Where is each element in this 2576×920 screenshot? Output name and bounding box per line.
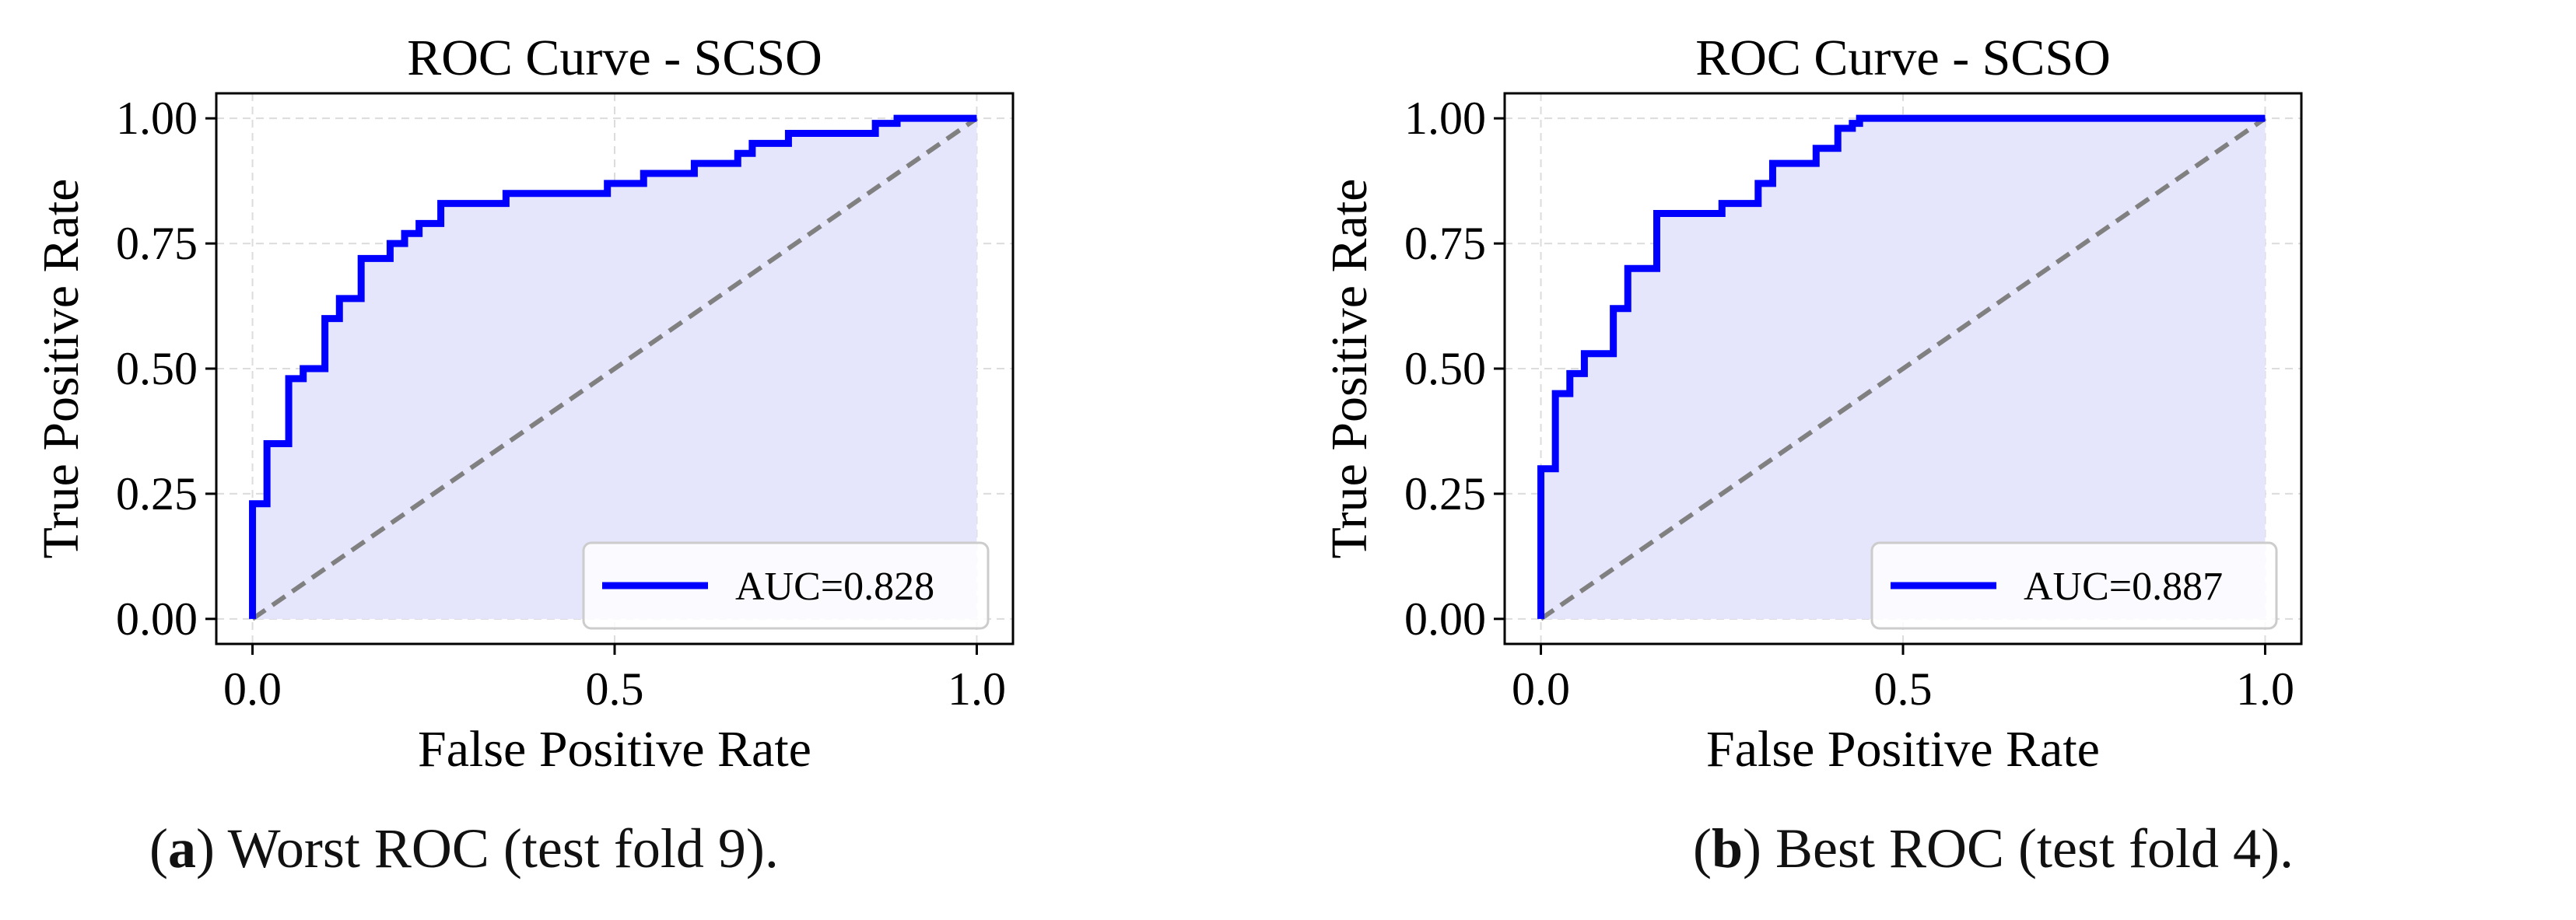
caption-b-letter: b	[1711, 817, 1744, 880]
y-axis-label: True Positive Rate	[1321, 179, 1378, 559]
x-axis-label: False Positive Rate	[1706, 721, 2100, 778]
y-tick-label-4: 1.00	[116, 93, 198, 144]
roc-curve-line	[1537, 114, 2266, 619]
roc-chart-b: 0.0 0.5 1.0 0.00 0.25 0.50 0.75 1.00 ROC Curve -…	[1321, 30, 2303, 778]
roc-chart-a: 0.0 0.5 1.0 0.00 0.25 0.50 0.75 1.00 ROC Curve -…	[33, 30, 1015, 778]
caption-b-text: ) Best ROC (test fold 4).	[1743, 817, 2294, 880]
y-tick-label-3: 0.75	[116, 218, 198, 269]
y-tick-label-2: 0.50	[116, 343, 198, 394]
y-tick-label-1: 0.25	[1404, 468, 1486, 519]
y-tick-label-0: 0.00	[1404, 593, 1486, 645]
y-tick-label-3: 0.75	[1404, 218, 1486, 269]
caption-b: (b) Best ROC (test fold 4).	[1693, 817, 2294, 880]
x-tick-label-2: 1.0	[948, 663, 1006, 715]
chart-title: ROC Curve - SCSO	[1695, 30, 2111, 86]
chance-diagonal-line	[1539, 116, 2267, 621]
figure-panel-b: 0.0 0.5 1.0 0.00 0.25 0.50 0.75 1.00 ROC Curve -…	[1288, 0, 2576, 920]
caption-a: (a) Worst ROC (test fold 9).	[149, 817, 779, 880]
y-tick-label-0: 0.00	[116, 593, 198, 645]
legend-box	[582, 541, 990, 630]
y-axis-label: True Positive Rate	[33, 179, 89, 559]
x-tick-label-2: 1.0	[2236, 663, 2294, 715]
x-tick-label-0: 0.0	[223, 663, 282, 715]
y-tick-label-1: 0.25	[116, 468, 198, 519]
x-tick-label-1: 0.5	[1874, 663, 1933, 715]
legend-label: AUC=0.887	[2024, 565, 2223, 609]
chart-title: ROC Curve - SCSO	[407, 30, 822, 86]
figure-panel-a: 0.0 0.5 1.0 0.00 0.25 0.50 0.75 1.00 ROC Curve -…	[33, 30, 1015, 880]
caption-a-text: ) Worst ROC (test fold 9).	[195, 817, 779, 880]
x-tick-label-0: 0.0	[1512, 663, 1570, 715]
legend-label: AUC=0.828	[735, 565, 934, 609]
y-tick-label-2: 0.50	[1404, 343, 1486, 394]
x-axis-label: False Positive Rate	[418, 721, 811, 778]
x-tick-label-1: 0.5	[586, 663, 644, 715]
y-tick-label-4: 1.00	[1404, 93, 1486, 144]
caption-a-letter: a	[167, 817, 196, 880]
roc-curve-line	[249, 114, 977, 619]
legend-box	[1870, 541, 2278, 630]
chance-diagonal-line	[251, 116, 979, 621]
